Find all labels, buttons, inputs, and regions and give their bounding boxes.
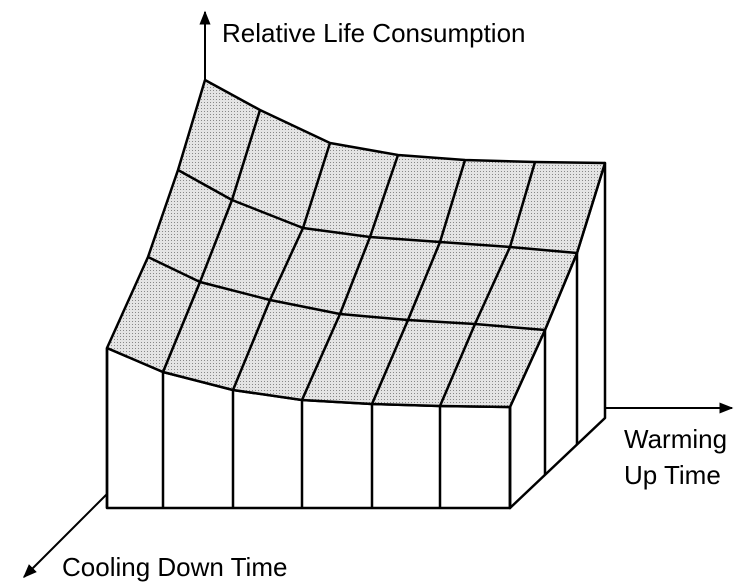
vertical-axis-label: Relative Life Consumption	[222, 18, 526, 48]
surface-fill	[107, 80, 605, 407]
cooling-axis-label: Cooling Down Time	[62, 552, 287, 582]
surface-column	[370, 159, 467, 405]
warming-axis-label: Up Time	[624, 460, 721, 490]
surface-column	[508, 162, 607, 408]
surface	[105, 78, 607, 510]
cooling-axis-arrow	[23, 493, 108, 578]
surface-column	[231, 142, 332, 391]
surface-column	[161, 109, 262, 373]
warming-axis-label: Warming	[624, 424, 727, 454]
surface-column	[105, 79, 207, 349]
surface-column	[300, 154, 400, 401]
surface-column	[438, 161, 537, 407]
